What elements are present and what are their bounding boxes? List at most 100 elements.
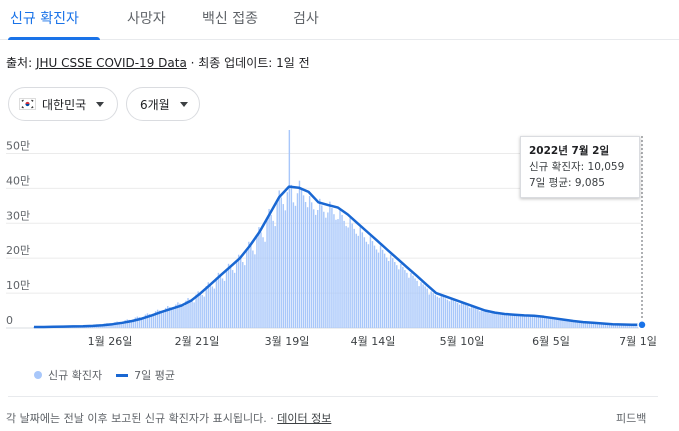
case-bar <box>560 319 562 328</box>
source-prefix: 출처: <box>6 56 36 70</box>
case-bar <box>381 249 384 328</box>
case-bar <box>150 314 153 328</box>
case-bar <box>357 235 359 328</box>
case-bar <box>248 241 250 328</box>
case-bar <box>144 314 147 328</box>
case-bar <box>327 212 329 328</box>
case-bar <box>564 319 566 328</box>
case-bar <box>258 227 260 328</box>
case-bar <box>621 324 623 328</box>
case-bar <box>304 201 307 328</box>
case-bar <box>598 323 601 328</box>
case-bar <box>489 313 491 328</box>
case-bar <box>511 314 513 328</box>
case-bar <box>454 301 457 328</box>
period-dropdown[interactable]: 6개월 <box>126 87 200 121</box>
case-bar <box>302 195 305 328</box>
case-bar <box>556 318 558 328</box>
case-bar <box>300 188 303 328</box>
case-bar <box>152 315 155 328</box>
case-bar <box>189 299 191 328</box>
case-bar <box>191 301 193 328</box>
case-bar <box>339 208 341 328</box>
case-bar <box>554 318 556 328</box>
case-bar <box>592 322 595 328</box>
case-bar <box>517 316 520 328</box>
case-bar <box>456 302 459 328</box>
tooltip-date: 2022년 7월 2일 <box>529 145 610 157</box>
case-bar <box>343 220 345 328</box>
case-bar <box>227 263 230 328</box>
case-bar <box>333 214 335 328</box>
case-bar <box>282 204 284 328</box>
case-bar <box>614 324 617 328</box>
case-bar <box>580 322 582 328</box>
chart-tooltip: 2022년 7월 2일 신규 확진자: 10,059 7일 평균: 9,085 <box>520 136 640 198</box>
case-bar <box>335 219 337 328</box>
case-bar <box>491 311 493 328</box>
x-tick-label: 3월 19일 <box>265 334 310 348</box>
case-bar <box>396 265 398 328</box>
case-bar <box>284 210 287 328</box>
case-bar <box>142 318 145 328</box>
case-bar <box>225 269 228 328</box>
case-bar <box>185 300 187 328</box>
y-tick-label: 10만 <box>6 279 30 292</box>
case-bar <box>515 315 518 328</box>
case-bar <box>525 316 528 328</box>
region-dropdown[interactable]: 대한민국 <box>8 87 118 121</box>
tab-deaths[interactable]: 사망자 <box>127 11 166 27</box>
case-bar <box>130 320 132 328</box>
case-bar <box>280 197 282 328</box>
case-bar <box>312 209 315 328</box>
case-bar <box>570 321 572 328</box>
case-bar <box>535 316 538 328</box>
case-bar <box>260 232 262 328</box>
case-bar <box>414 278 416 328</box>
case-bar <box>233 272 236 328</box>
case-bar <box>448 301 451 328</box>
case-bar <box>483 310 485 328</box>
case-bar <box>594 322 597 328</box>
case-bar <box>163 312 165 328</box>
case-bar <box>175 304 177 328</box>
tab-vaccination[interactable]: 백신 접종 <box>202 11 258 27</box>
case-bar <box>229 266 232 328</box>
case-bar <box>331 207 333 328</box>
case-bar <box>473 307 475 328</box>
case-bar <box>292 202 295 328</box>
cases-chart[interactable]: 0 10만 20만 30만 40만 50만 1월 26일 2월 21일 3월 19일 4월 14… <box>0 130 679 360</box>
y-tick-label: 40만 <box>6 174 30 187</box>
case-bar <box>527 316 530 328</box>
case-bar <box>270 214 272 328</box>
case-bar <box>485 311 487 328</box>
case-bar <box>548 317 550 328</box>
case-bar <box>306 207 309 328</box>
case-bar <box>118 321 120 328</box>
case-bar <box>521 314 524 328</box>
case-bar <box>353 228 355 328</box>
legend-average: 7일 평균 <box>134 369 175 382</box>
case-bar <box>469 307 471 328</box>
case-bar <box>586 322 588 328</box>
y-tick-label: 20만 <box>6 244 30 257</box>
case-bar <box>394 262 396 328</box>
case-bar <box>616 324 619 328</box>
case-bar <box>572 320 574 328</box>
case-bar <box>631 324 633 328</box>
tab-new-cases[interactable]: 신규 확진자 <box>10 11 79 27</box>
case-bar <box>310 202 313 328</box>
case-bar <box>475 308 477 328</box>
case-bar <box>235 260 238 328</box>
case-bar <box>627 324 629 328</box>
case-bar <box>262 237 264 328</box>
case-bar <box>148 314 151 328</box>
case-bar <box>428 294 430 328</box>
source-link[interactable]: JHU CSSE COVID-19 Data <box>35 56 187 70</box>
data-info-link[interactable]: 데이터 정보 <box>277 412 332 425</box>
case-bar <box>213 288 216 328</box>
tab-tests[interactable]: 검사 <box>293 11 319 27</box>
case-bar <box>207 282 209 328</box>
feedback-link[interactable]: 피드백 <box>616 412 647 425</box>
seven-day-average-line <box>34 185 643 329</box>
